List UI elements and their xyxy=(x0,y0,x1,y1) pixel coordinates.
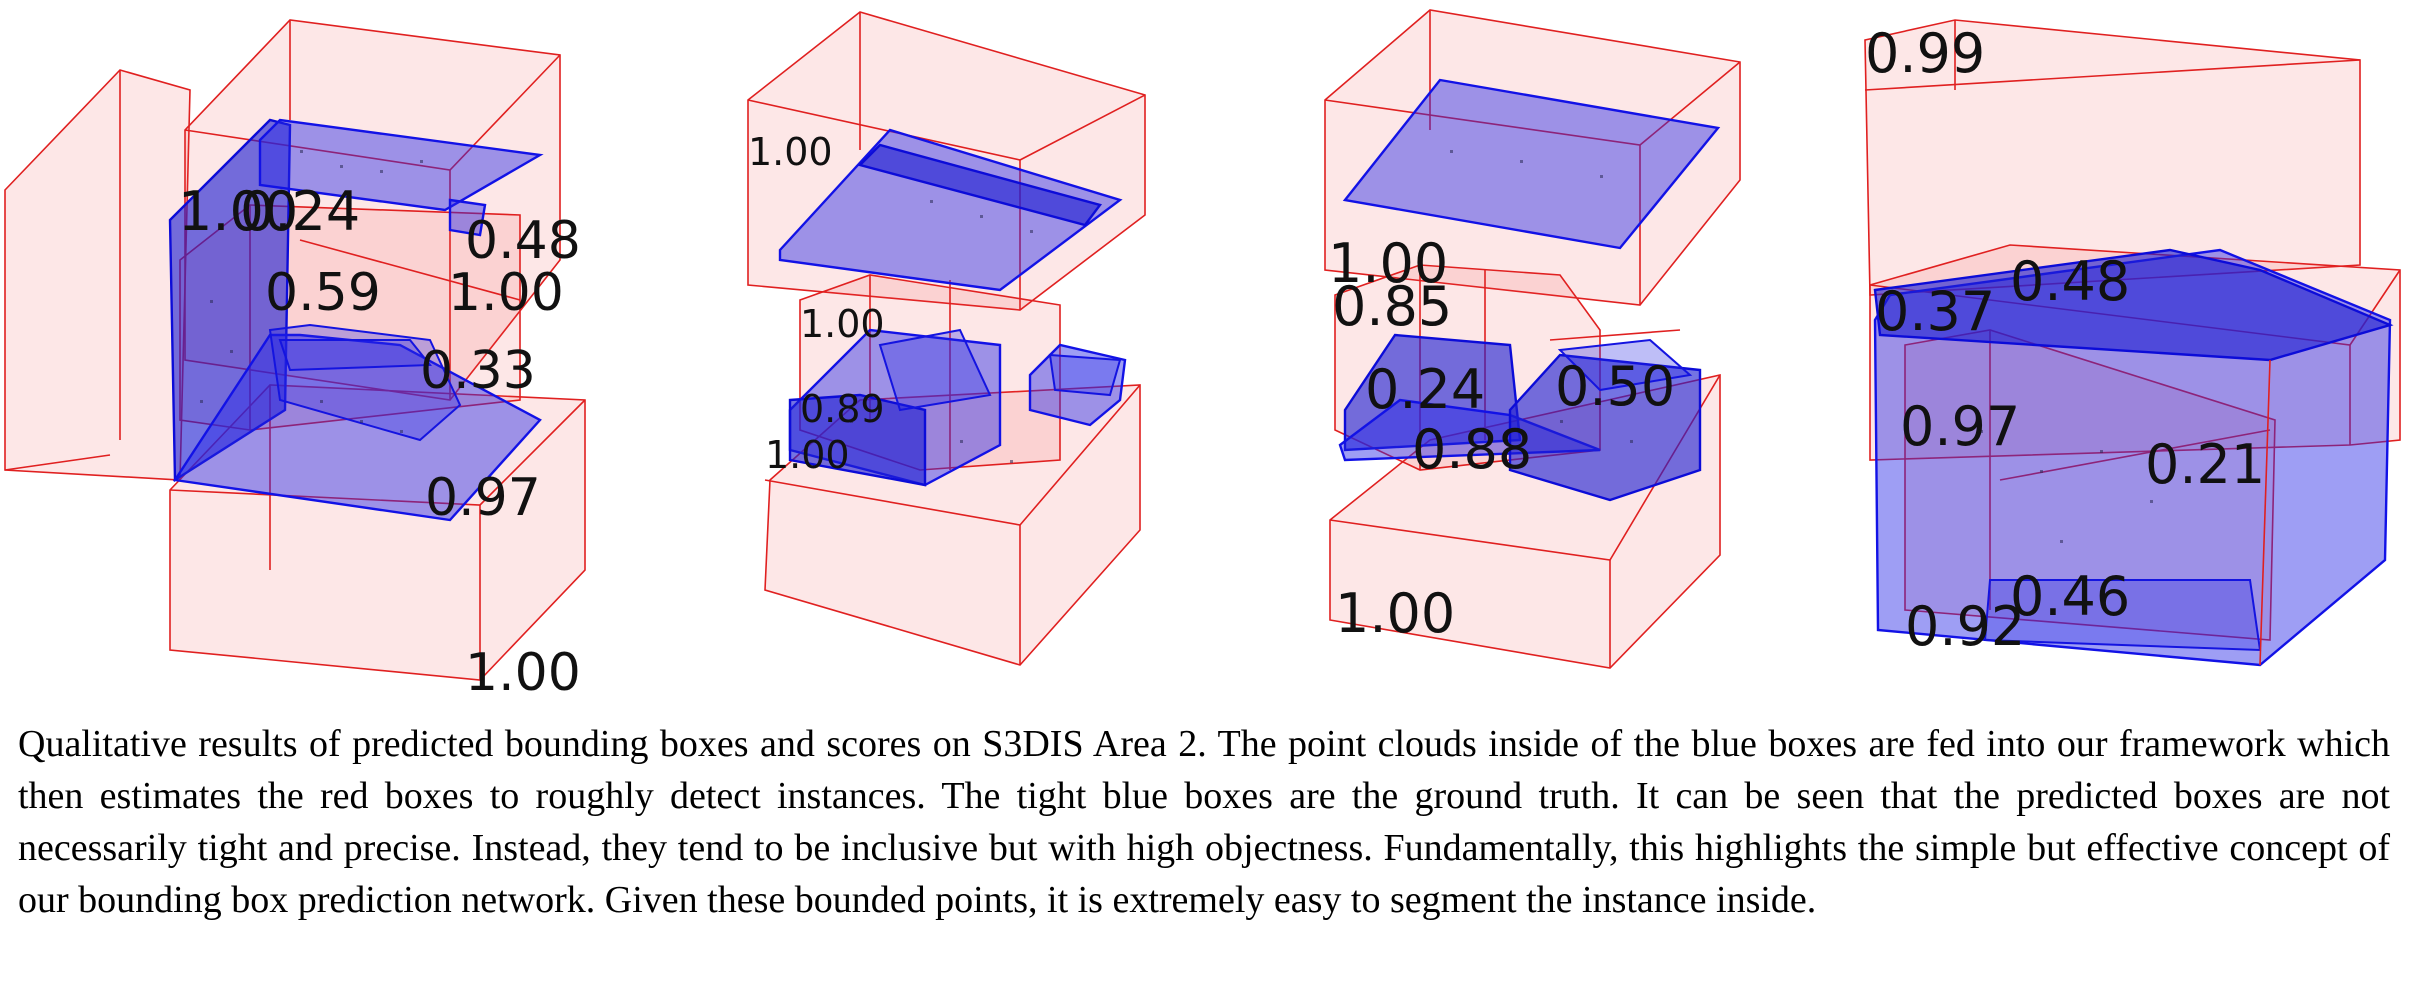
score-label: 1.00 xyxy=(1328,232,1448,295)
score-label: 0.89 xyxy=(800,387,885,431)
panel-4: 0.99 0.37 0.48 0.97 0.21 0.46 0.92 xyxy=(1864,19,2401,667)
score-label: 0.97 xyxy=(425,468,541,528)
score-label: 1.00 xyxy=(448,263,564,323)
point-cloud xyxy=(1450,150,1633,443)
predicted-box xyxy=(4,69,191,481)
score-label: 0.59 xyxy=(265,263,381,323)
score-label: 1.00 xyxy=(765,433,850,477)
score-label: 0.33 xyxy=(420,341,536,401)
score-label: 0.97 xyxy=(1900,395,2020,458)
score-label: 0.88 xyxy=(1412,418,1532,481)
score-label: 0.48 xyxy=(465,211,581,271)
point-cloud xyxy=(1980,430,2153,543)
score-label: 1.00 xyxy=(1335,582,1455,645)
score-label: 0.99 xyxy=(1865,22,1985,85)
score-label: 0.46 xyxy=(2010,565,2130,628)
ground-truth-box xyxy=(1873,248,2394,667)
predicted-box xyxy=(1864,19,2361,296)
qualitative-results-figure: 1.00 0.24 0.48 0.59 1.00 0.33 0.97 1.00 xyxy=(4,9,2401,700)
score-label: 1.00 xyxy=(178,180,298,243)
score-label: 0.50 xyxy=(1555,355,1675,418)
score-label: 0.37 xyxy=(1875,280,1995,343)
predicted-box xyxy=(1324,9,1741,306)
score-label: 0.24 xyxy=(1365,358,1485,421)
panel-2: 1.00 1.00 0.89 1.00 xyxy=(747,11,1146,666)
score-label: 0.48 xyxy=(2010,250,2130,313)
ground-truth-box xyxy=(168,118,544,522)
score-label: 0.21 xyxy=(2145,433,2265,496)
ground-truth-box xyxy=(778,128,1127,487)
point-cloud xyxy=(850,200,1033,463)
score-label: 1.00 xyxy=(465,643,581,700)
score-label: 0.24 xyxy=(240,180,360,243)
predicted-box xyxy=(747,11,1146,311)
ground-truth-box xyxy=(1338,78,1721,502)
score-label: 0.92 xyxy=(1905,595,2025,658)
panel-1: 1.00 0.24 0.48 0.59 1.00 0.33 0.97 1.00 xyxy=(4,19,586,700)
score-label: 0.85 xyxy=(1332,275,1452,338)
score-label: 1.00 xyxy=(800,302,885,346)
score-label: 1.00 xyxy=(748,130,833,174)
figure-caption: Qualitative results of predicted boundin… xyxy=(18,723,2390,921)
point-cloud xyxy=(200,150,423,433)
panel-3: 1.00 0.85 0.24 0.50 0.88 1.00 xyxy=(1324,9,1741,669)
